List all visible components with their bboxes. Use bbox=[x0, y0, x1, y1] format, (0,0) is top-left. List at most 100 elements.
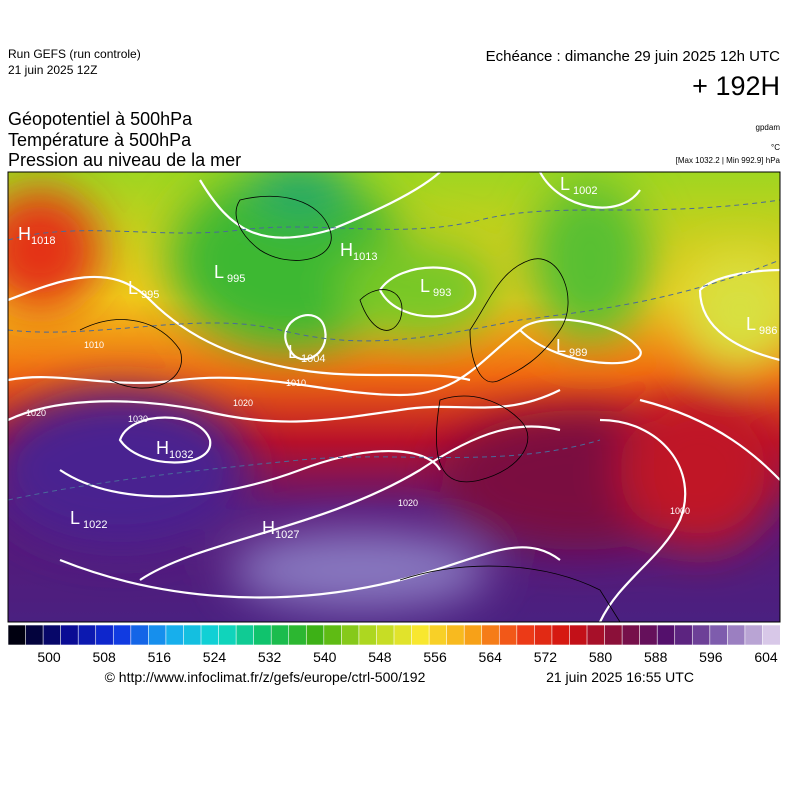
isobar-label: 1010 bbox=[286, 378, 306, 388]
isobars bbox=[8, 172, 780, 622]
isobar-label: 1010 bbox=[84, 340, 104, 350]
center-letter: L bbox=[214, 262, 224, 282]
colorbar-swatch bbox=[428, 624, 448, 646]
center-letter: L bbox=[746, 314, 756, 334]
colorbar-swatch bbox=[446, 624, 465, 646]
colorbar-swatch bbox=[762, 624, 781, 646]
colorbar-swatch bbox=[481, 624, 500, 646]
center-value: 1022 bbox=[83, 519, 107, 531]
title-temperature: Température à 500hPa bbox=[8, 130, 192, 150]
colorbar-swatch bbox=[569, 624, 588, 646]
center-letter: L bbox=[556, 336, 566, 356]
center-letter: H bbox=[262, 518, 275, 538]
center-value: 989 bbox=[569, 347, 587, 359]
colorbar-tick-label: 532 bbox=[258, 649, 282, 665]
center-value: 993 bbox=[433, 287, 451, 299]
colorbar-swatch bbox=[323, 624, 342, 646]
center-value: 986 bbox=[759, 325, 777, 337]
center-letter: L bbox=[70, 508, 80, 528]
isobar-label: 1020 bbox=[26, 408, 46, 418]
colorbar-swatch bbox=[604, 624, 623, 646]
center-letter: L bbox=[420, 276, 430, 296]
unit-celsius: °C bbox=[771, 143, 780, 152]
isobar-label: 1000 bbox=[670, 506, 690, 516]
colorbar-tick-label: 556 bbox=[423, 649, 447, 665]
colorbar-swatch bbox=[77, 624, 97, 646]
colorbar-swatch bbox=[60, 624, 79, 646]
colorbar-swatch bbox=[288, 624, 307, 646]
colorbar-swatch bbox=[112, 624, 132, 646]
center-value: 1004 bbox=[301, 353, 325, 365]
colorbar-swatch bbox=[148, 624, 167, 646]
center-letter: L bbox=[560, 174, 570, 194]
colorbar-tick-label: 564 bbox=[479, 649, 503, 665]
colorbar-swatch bbox=[744, 624, 764, 646]
colorbar: 500 508 516 524 532 540 548 556 564 572 580 588 596 6… bbox=[7, 624, 781, 665]
colorbar-swatch bbox=[165, 624, 185, 646]
colorbar-swatch bbox=[393, 624, 413, 646]
colorbar-swatch bbox=[130, 624, 149, 646]
colorbar-swatch bbox=[270, 624, 290, 646]
colorbar-tick-label: 548 bbox=[368, 649, 392, 665]
colorbar-swatch bbox=[42, 624, 62, 646]
colorbar-swatch bbox=[674, 624, 693, 646]
colorbar-tick-label: 500 bbox=[37, 649, 61, 665]
center-letter: L bbox=[128, 278, 138, 298]
colorbar-swatch bbox=[656, 624, 676, 646]
colorbar-swatch bbox=[621, 624, 641, 646]
colorbar-swatch bbox=[586, 624, 606, 646]
forecast-time: Echéance : dimanche 29 juin 2025 12h UTC bbox=[486, 48, 781, 65]
run-date: 21 juin 2025 12Z bbox=[8, 63, 97, 77]
colorbar-swatch bbox=[709, 624, 728, 646]
colorbar-swatch bbox=[218, 624, 237, 646]
unit-gpdam: gpdam bbox=[756, 123, 781, 132]
colorbar-tick-label: 604 bbox=[754, 649, 778, 665]
temperature-field bbox=[8, 172, 780, 610]
colorbar-swatch bbox=[498, 624, 518, 646]
generated-time: 21 juin 2025 16:55 UTC bbox=[546, 669, 694, 685]
lead-time: + 192H bbox=[692, 71, 780, 101]
colorbar-tick-label: 596 bbox=[699, 649, 723, 665]
colorbar-swatch bbox=[25, 624, 44, 646]
colorbar-swatch bbox=[727, 624, 746, 646]
title-geopotential: Géopotentiel à 500hPa bbox=[8, 109, 193, 129]
colorbar-tick-label: 572 bbox=[534, 649, 558, 665]
center-value: 1002 bbox=[573, 185, 597, 197]
colorbar-swatch bbox=[376, 624, 395, 646]
colorbar-swatch bbox=[341, 624, 360, 646]
colorbar-swatch bbox=[639, 624, 658, 646]
colorbar-swatch bbox=[411, 624, 430, 646]
colorbar-swatch bbox=[691, 624, 711, 646]
colorbar-swatch bbox=[358, 624, 378, 646]
colorbar-swatch bbox=[253, 624, 272, 646]
colorbar-swatch bbox=[183, 624, 202, 646]
center-value: 995 bbox=[141, 289, 159, 301]
colorbar-tick-label: 516 bbox=[148, 649, 172, 665]
center-letter: H bbox=[340, 240, 353, 260]
colorbar-swatch bbox=[551, 624, 571, 646]
colorbar-swatch bbox=[305, 624, 325, 646]
isobar-label: 1030 bbox=[128, 414, 148, 424]
coastlines bbox=[79, 195, 621, 622]
source-url: © http://www.infoclimat.fr/z/gefs/europe… bbox=[105, 669, 426, 685]
center-letter: L bbox=[288, 342, 298, 362]
colorbar-swatch bbox=[516, 624, 535, 646]
colorbar-tick-label: 540 bbox=[313, 649, 337, 665]
colorbar-tick-label: 524 bbox=[203, 649, 227, 665]
center-value: 1013 bbox=[353, 251, 377, 263]
colorbar-tick-label: 508 bbox=[92, 649, 116, 665]
colorbar-tick-label: 580 bbox=[589, 649, 613, 665]
isobar-label: 1020 bbox=[233, 398, 253, 408]
center-value: 995 bbox=[227, 273, 245, 285]
run-label: Run GEFS (run controle) bbox=[8, 47, 141, 61]
colorbar-swatch bbox=[534, 624, 553, 646]
isobar-labels: 1010 1010 1020 1020 1030 1020 1000 bbox=[26, 340, 690, 516]
pressure-range: [Max 1032.2 | Min 992.9] hPa bbox=[676, 156, 781, 165]
center-letter: H bbox=[18, 224, 31, 244]
center-letter: H bbox=[156, 438, 169, 458]
center-value: 1027 bbox=[275, 529, 299, 541]
map-frame bbox=[7, 171, 781, 623]
